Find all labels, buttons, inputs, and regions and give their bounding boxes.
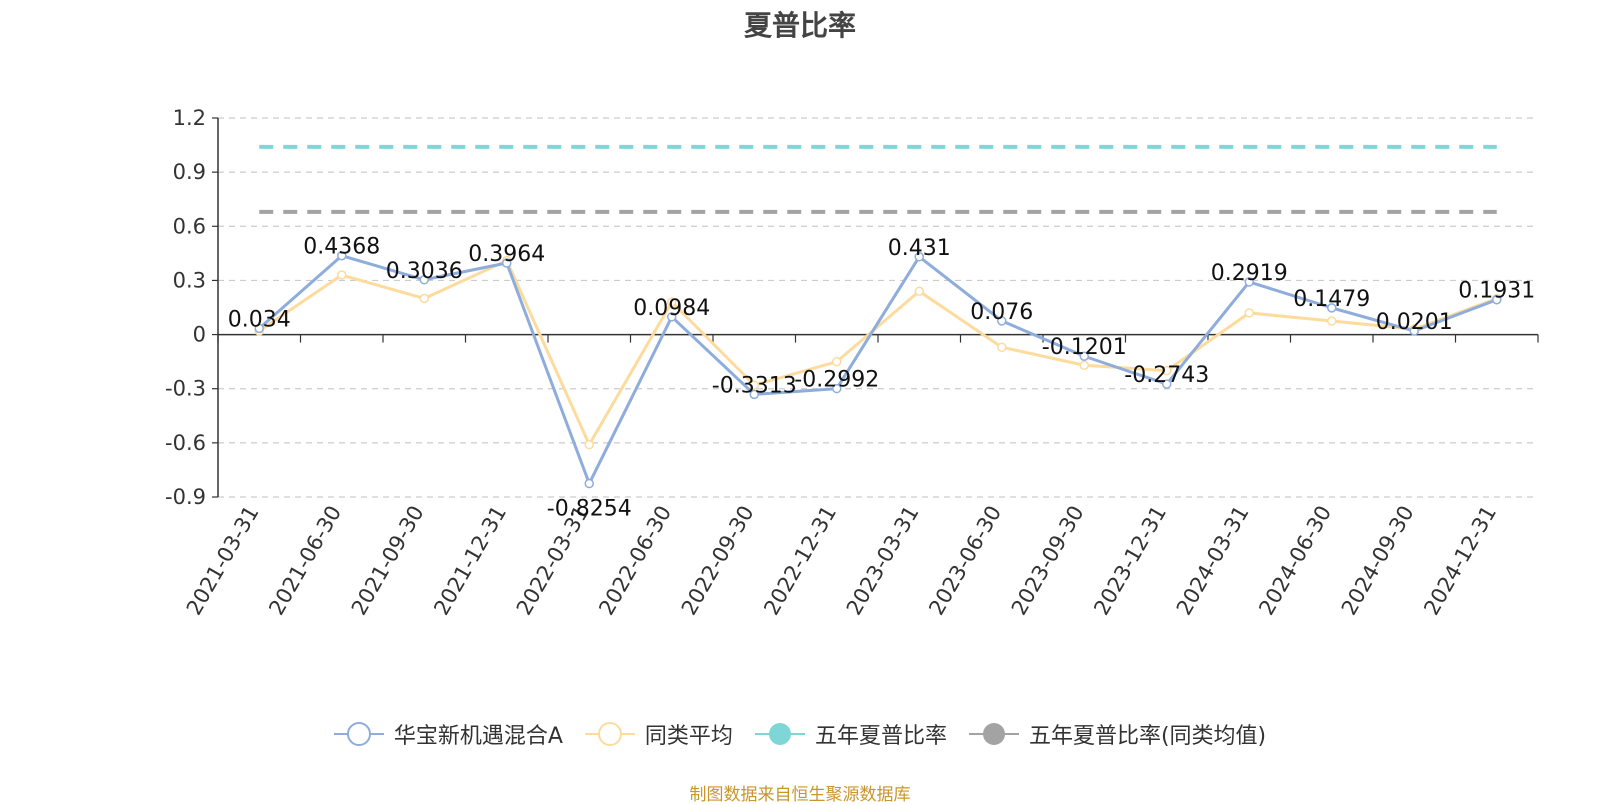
- series-line-1: [258, 259, 1498, 447]
- data-label: 0.0201: [1376, 310, 1453, 335]
- legend: 华宝新机遇混合A 同类平均 五年夏普比率 五年夏普比率(同类均值): [0, 718, 1600, 750]
- data-label: 0.431: [888, 236, 951, 261]
- data-point: [502, 258, 512, 268]
- data-point: [1162, 379, 1172, 389]
- x-tick-label: 2023-06-30: [924, 502, 1006, 620]
- x-tick-label: 2022-12-31: [759, 502, 841, 620]
- legend-five-year-icon: [754, 723, 805, 745]
- y-tick-label: 0: [193, 323, 206, 347]
- legend-label-fund: 华宝新机遇混合A: [393, 724, 563, 749]
- chart-title: 夏普比率: [743, 9, 856, 42]
- data-label: 0.1931: [1458, 279, 1535, 304]
- data-point: [584, 478, 594, 489]
- data-label: 0.2919: [1211, 261, 1288, 286]
- x-tick-label: 2023-09-30: [1007, 502, 1089, 620]
- data-point: [1244, 277, 1254, 287]
- legend-five-year-peer-icon: [968, 723, 1019, 745]
- data-label: 0.034: [228, 307, 291, 332]
- y-tick-label: 0.3: [173, 268, 206, 292]
- x-tick-label: 2024-12-31: [1419, 502, 1501, 620]
- data-label: 0.3036: [386, 259, 463, 284]
- y-tick-label: 0.6: [173, 214, 206, 238]
- x-tick-label: 2021-12-31: [429, 502, 511, 620]
- data-label: 0.4368: [303, 235, 380, 260]
- legend-label-five-year-peer: 五年夏普比率(同类均值): [1028, 724, 1267, 749]
- data-label: 0.1479: [1293, 287, 1370, 312]
- data-label: -0.3313: [712, 373, 797, 398]
- data-point: [584, 439, 594, 450]
- legend-item-peer-average[interactable]: 同类平均: [584, 718, 733, 750]
- legend-fund-icon: [333, 722, 384, 746]
- data-point: [1492, 294, 1502, 305]
- x-tick-label: 2024-09-30: [1337, 502, 1419, 620]
- data-point: [1079, 351, 1089, 361]
- data-label: -0.8254: [547, 497, 632, 522]
- data-label: 0.076: [970, 300, 1033, 325]
- x-tick-label: 2024-03-31: [1172, 502, 1254, 620]
- data-point: [254, 323, 264, 334]
- y-tick-label: -0.9: [165, 485, 206, 509]
- data-label: 0.0984: [633, 296, 710, 321]
- data-point: [1409, 326, 1419, 336]
- data-point: [667, 297, 677, 307]
- data-point: [832, 383, 842, 394]
- x-tick-label: 2024-06-30: [1254, 502, 1336, 620]
- series-points: [254, 250, 1502, 489]
- data-point: [1327, 316, 1337, 326]
- legend-peer-average-icon: [584, 722, 635, 746]
- x-tick-label: 2021-09-30: [347, 502, 429, 620]
- data-point: [749, 389, 759, 400]
- data-point: [1162, 365, 1172, 376]
- data-point: [667, 312, 677, 322]
- data-point: [997, 316, 1007, 326]
- x-tick-label: 2021-03-31: [182, 502, 264, 620]
- grid-lines: [218, 117, 1538, 498]
- legend-item-five-year[interactable]: 五年夏普比率: [754, 718, 947, 750]
- data-point: [1244, 308, 1254, 318]
- legend-item-five-year-peer[interactable]: 五年夏普比率(同类均值): [968, 718, 1267, 750]
- y-tick-label: 0.9: [173, 160, 206, 184]
- data-point: [1079, 360, 1089, 371]
- data-point: [997, 342, 1007, 352]
- legend-label-peer-average: 同类平均: [644, 724, 733, 749]
- series-lines: [258, 144, 1498, 486]
- x-tick-label: 2023-12-31: [1089, 502, 1171, 620]
- y-tick-label: -0.3: [165, 377, 206, 401]
- data-point: [832, 356, 842, 367]
- data-label: -0.2992: [794, 368, 879, 393]
- legend-item-fund[interactable]: 华宝新机遇混合A: [333, 718, 563, 750]
- data-point: [419, 293, 429, 304]
- data-label: -0.2743: [1124, 363, 1209, 388]
- x-tick-label: 2021-06-30: [264, 502, 346, 620]
- data-point: [337, 270, 347, 280]
- data-label: -0.1201: [1042, 335, 1127, 360]
- source-note: 制图数据来自恒生聚源数据库: [689, 785, 911, 805]
- x-tick-label: 2022-09-30: [677, 502, 759, 620]
- data-point: [914, 286, 924, 297]
- series-line-0: [258, 254, 1498, 486]
- x-tick-label: 2023-03-31: [842, 502, 924, 620]
- y-tick-label: 1.2: [173, 106, 206, 130]
- data-label: 0.3964: [468, 242, 545, 267]
- data-point: [419, 275, 429, 285]
- y-tick-label: -0.6: [165, 431, 206, 455]
- data-point: [337, 250, 347, 261]
- data-point: [1327, 303, 1337, 313]
- legend-label-five-year: 五年夏普比率: [814, 724, 947, 749]
- data-point: [749, 380, 759, 390]
- data-point: [914, 252, 924, 262]
